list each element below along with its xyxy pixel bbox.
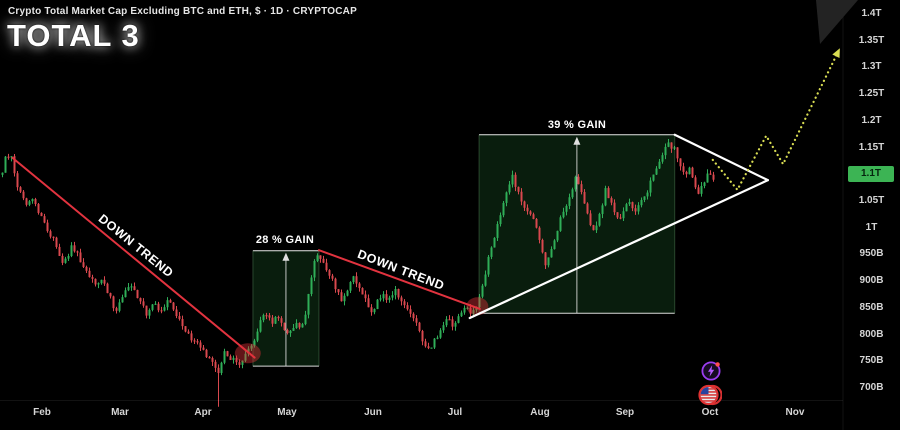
flag-icon [698, 384, 723, 406]
month-label: Feb [33, 407, 51, 418]
month-label: Jul [447, 407, 463, 418]
month-label: Aug [530, 407, 550, 418]
price-axis[interactable]: 1.4T 1.35T 1.3T 1.25T 1.2T 1.15T 1.05T 1T 950B 90… [843, 0, 900, 430]
drawing-annotations [11, 47, 841, 367]
price-tick-label: 900B [859, 275, 884, 287]
month-label: May [277, 407, 297, 418]
price-tick-label: 1.05T [858, 195, 885, 206]
corner-fold [816, 0, 858, 44]
price-tick-label: 1.3T [861, 61, 882, 73]
month-label: Apr [194, 407, 212, 418]
symbol-title[interactable]: Crypto Total Market Cap Excluding BTC an… [8, 6, 357, 17]
last-price-badge: 1.1T [848, 166, 894, 183]
us-flag-event-icon[interactable] [698, 383, 723, 407]
month-label: Jun [364, 407, 382, 418]
flash-event-icon[interactable] [700, 360, 722, 382]
gain-label-39[interactable]: 39 % GAIN [547, 119, 607, 131]
price-tick-label: 700B [859, 382, 884, 393]
month-label: Sep [615, 407, 635, 418]
price-tick-label: 850B [859, 301, 884, 313]
gain-label-28[interactable]: 28 % GAIN [255, 234, 315, 246]
time-axis[interactable]: Feb Mar Apr May Jun Jul Aug Sep Oct Nov [0, 400, 843, 430]
price-tick-label: 1.35T [858, 34, 885, 46]
price-tick-label: 1.4T [861, 8, 882, 19]
price-tick-label: 750B [859, 355, 884, 367]
price-tick-label: 1.25T [858, 88, 885, 100]
month-label: Mar [111, 407, 129, 418]
price-tick-label: 1.2T [861, 114, 882, 126]
price-tick-label: 1T [865, 221, 878, 233]
price-tick-label: 1.15T [858, 141, 885, 153]
candlestick-series [1, 138, 715, 407]
price-tick-label: 800B [859, 328, 884, 340]
lightning-icon [701, 361, 721, 381]
month-label: Nov [785, 407, 805, 418]
month-label: Oct [701, 407, 719, 418]
price-tick-label: 950B [859, 248, 884, 260]
watermark-title: TOTAL 3 [7, 18, 140, 53]
